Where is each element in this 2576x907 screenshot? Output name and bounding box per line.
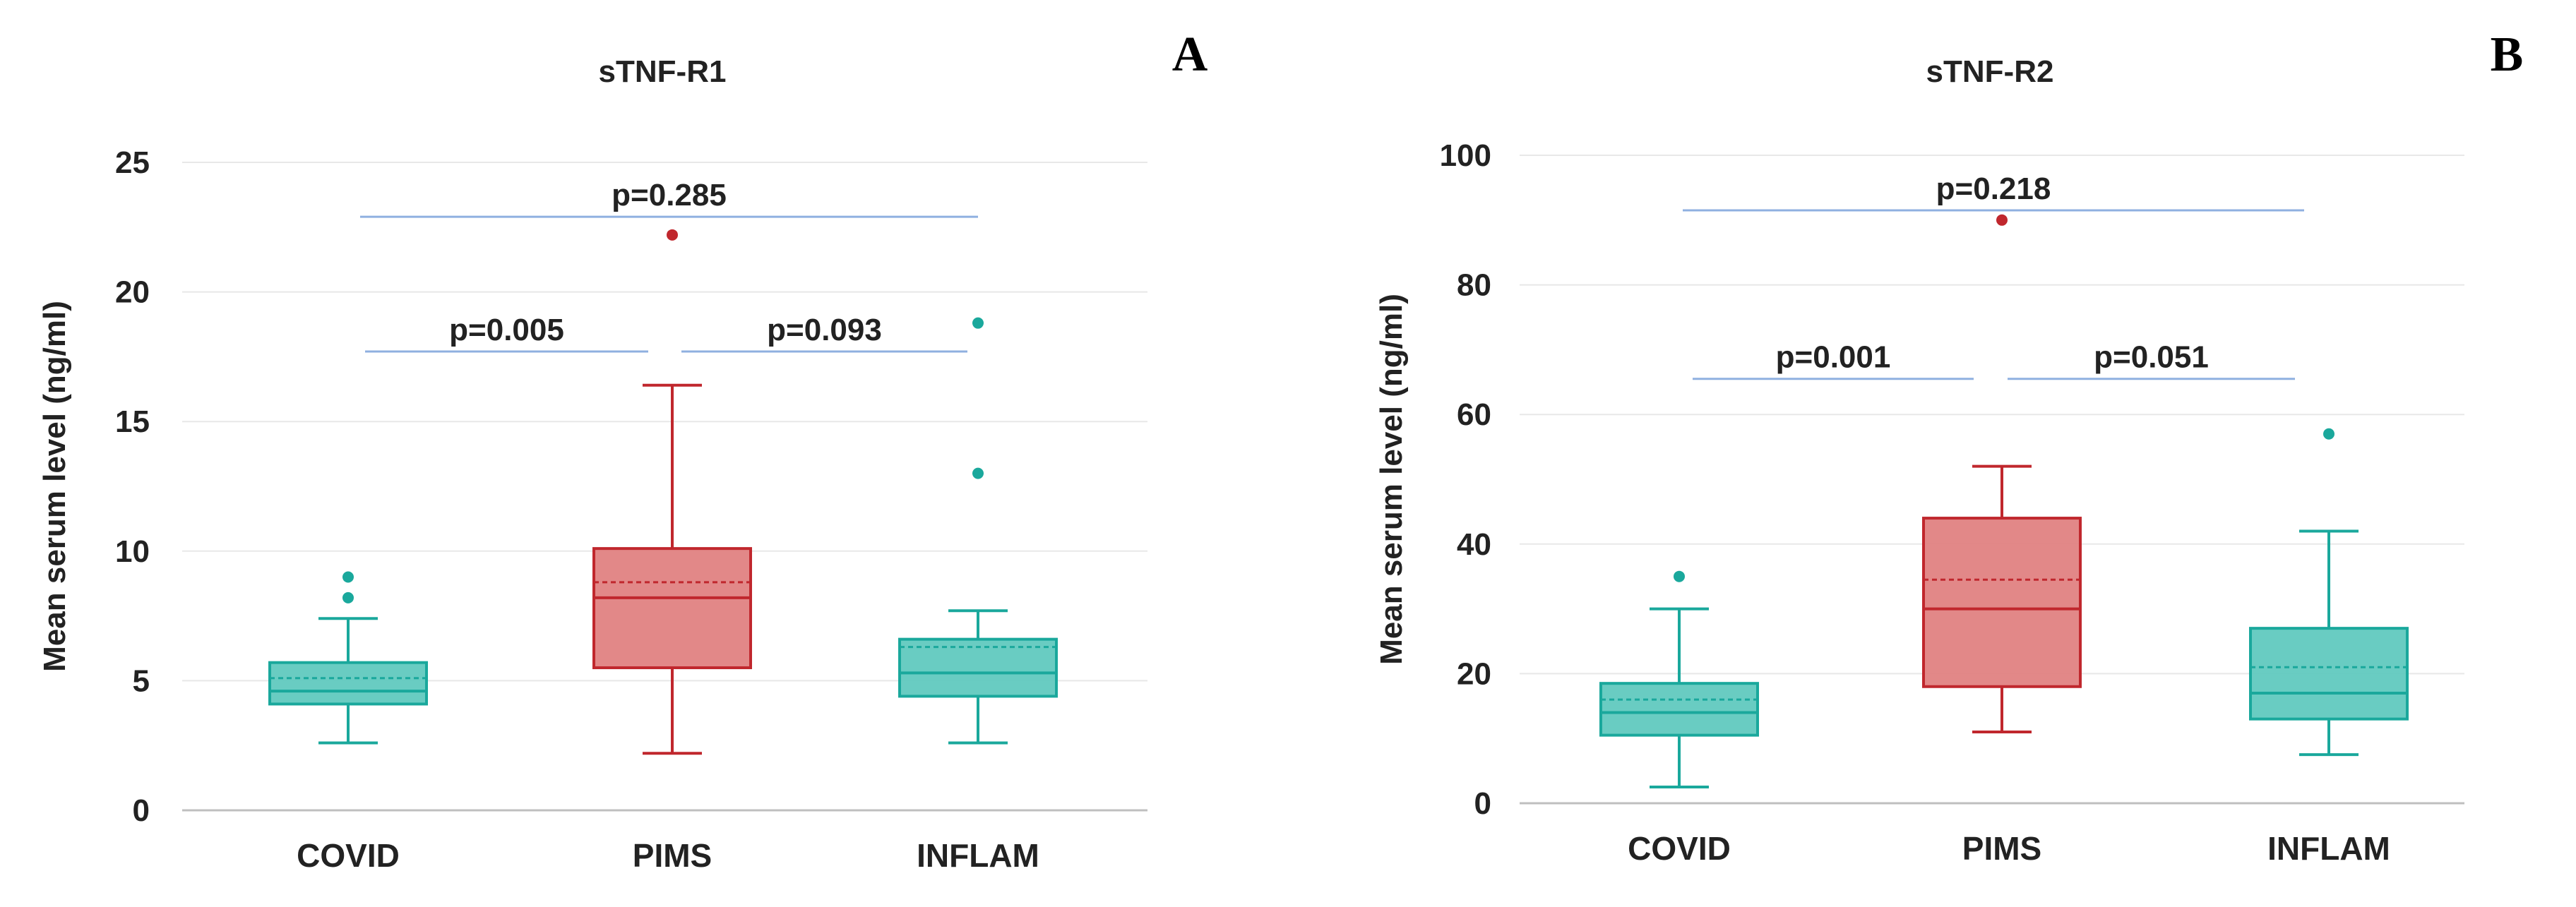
p-value-label: p=0.093 (767, 313, 882, 347)
y-axis-title: Mean serum level (ng/ml) (37, 301, 72, 672)
y-tick-label: 0 (133, 793, 150, 828)
y-tick-label: 25 (115, 145, 150, 180)
y-tick-label: 0 (1474, 786, 1491, 821)
comparison-covid-inflam: p=0.218 (1683, 172, 2304, 212)
box-pims (592, 229, 752, 755)
outlier-point (972, 317, 984, 329)
chart-title: sTNF-R1 (599, 54, 727, 89)
y-tick-label: 80 (1457, 268, 1491, 303)
panel-a: 0 5 10 15 20 25 Mean serum level (ng/ml) sTNF-R… (37, 28, 1208, 874)
y-axis-title: Mean serum level (ng/ml) (1374, 294, 1409, 665)
outlier-point (1674, 570, 1685, 582)
x-category-label: COVID (1628, 830, 1731, 867)
y-tick-label: 15 (115, 404, 150, 439)
box-inflam (2249, 428, 2409, 757)
comparison-covid-pims: p=0.001 (1693, 340, 1974, 380)
x-category-label: PIMS (1962, 830, 2041, 867)
y-tick-label: 60 (1457, 397, 1491, 432)
x-category-label: INFLAM (917, 837, 1039, 874)
outlier-point (2323, 428, 2334, 440)
y-tick-label: 40 (1457, 527, 1491, 562)
panel-letter: A (1172, 28, 1208, 82)
chart-title: sTNF-R2 (1926, 54, 2054, 89)
p-value-label: p=0.285 (612, 178, 727, 212)
comparison-pims-inflam: p=0.051 (2008, 340, 2295, 380)
panel-b: 0 20 40 60 80 100 Mean serum level (ng/ml) sTNF… (1374, 28, 2523, 867)
outlier-point (667, 229, 678, 241)
x-category-label: INFLAM (2267, 830, 2390, 867)
p-value-label: p=0.005 (449, 313, 564, 347)
box-pims (1922, 214, 2082, 734)
box-iqr (592, 547, 752, 670)
comparison-pims-inflam: p=0.093 (681, 313, 967, 353)
y-tick-label: 20 (1457, 656, 1491, 691)
box-covid (268, 571, 428, 745)
y-tick-label: 20 (115, 275, 150, 310)
x-category-label: COVID (297, 837, 400, 874)
box-iqr (1599, 682, 1759, 737)
comparison-covid-inflam: p=0.285 (360, 178, 978, 218)
p-value-label: p=0.051 (2094, 340, 2209, 375)
outlier-point (1996, 214, 2008, 226)
y-tick-label: 100 (1440, 138, 1491, 173)
outlier-point (342, 571, 354, 583)
box-iqr (1922, 517, 2082, 688)
box-iqr (898, 637, 1058, 698)
box-iqr (268, 661, 428, 706)
outlier-point (972, 467, 984, 479)
y-tick-label: 10 (115, 534, 150, 569)
outlier-point (342, 591, 354, 603)
p-value-label: p=0.001 (1776, 340, 1891, 375)
comparison-covid-pims: p=0.005 (365, 313, 648, 353)
panel-letter: B (2491, 28, 2524, 82)
box-iqr (2249, 627, 2409, 721)
box-covid (1599, 570, 1759, 789)
p-value-label: p=0.218 (1936, 172, 2051, 206)
y-tick-label: 5 (133, 663, 150, 698)
x-category-label: PIMS (633, 837, 712, 874)
box-inflam (898, 317, 1058, 745)
